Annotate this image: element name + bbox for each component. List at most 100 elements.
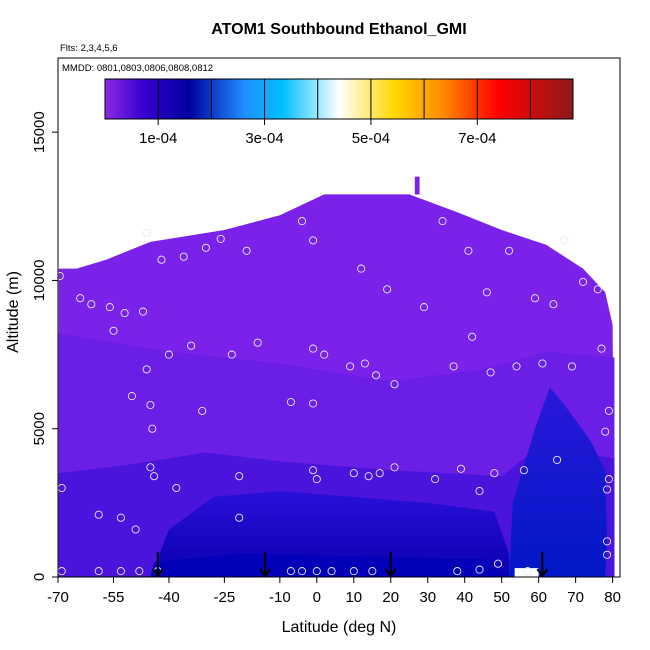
sample-point [131,525,140,534]
concentration-field [58,176,615,577]
sample-point [94,510,103,519]
x-tick-label: 70 [567,589,584,606]
sample-point [603,537,612,546]
sample-point [157,255,166,264]
sample-point [523,567,532,576]
sample-point [553,455,562,464]
mmdd-label: MMDD: 0801,0803,0806,0808,0812 [62,63,213,74]
sample-point [164,350,173,359]
sample-point [593,285,602,294]
sample-point [475,565,484,574]
flight-arrow [259,552,271,578]
sample-point [475,486,484,496]
sample-point [364,472,373,481]
sample-point [201,243,210,252]
y-axis-label: Altitude (m) [5,271,22,353]
sample-point [368,567,377,576]
sample-point [127,392,136,401]
sample-point [601,427,610,436]
flight-arrow [152,552,164,578]
sample-point [76,294,85,303]
x-tick-label: -40 [158,589,180,606]
sample-point [383,285,392,294]
colorbar-tick-label: 1e-04 [139,130,177,147]
sample-point [309,344,318,353]
sample-point [512,362,521,371]
colorbar-tick-label: 7e-04 [458,130,496,147]
field-gap [514,568,539,577]
sample-point [390,380,399,389]
x-tick-label: -10 [269,589,291,606]
colorbar-ticks: 1e-04 3e-04 5e-04 7e-04 [139,119,496,147]
x-tick-label: 10 [345,589,362,606]
x-axis: -70 -55 -40 -25 -10 0 10 20 30 40 50 60 70 80 [47,576,621,606]
sample-point [148,424,157,433]
x-tick-label: 0 [313,589,321,606]
sample-point [505,246,514,255]
colorbar-tick-label: 5e-04 [352,130,390,147]
sample-point [94,567,103,576]
sample-point [172,483,181,493]
sample-point [603,550,612,559]
x-tick-label: 60 [530,589,547,606]
sample-point [286,567,295,576]
x-tick-label: 40 [456,589,473,606]
sample-point [312,567,321,576]
sample-point [309,466,318,475]
sample-point [109,326,118,335]
sample-point [142,365,151,374]
colorbar: 1e-04 3e-04 5e-04 7e-04 [104,78,574,147]
sample-point [567,362,576,371]
flight-arrows [152,552,549,578]
sample-point [150,472,159,481]
sample-point [349,567,358,576]
sample-point [179,252,188,261]
x-tick-label: 30 [419,589,436,606]
sample-point [235,472,244,481]
sample-point [486,368,495,377]
sample-point [116,513,125,522]
sample-point [449,362,458,371]
sample-point [105,303,114,312]
sample-point [453,567,462,576]
sample-point [538,359,547,368]
colorbar-separators [157,79,531,119]
plot-area [55,176,615,578]
sample-point [346,362,355,371]
sample-point [490,469,499,478]
sample-point [578,277,588,286]
y-tick-label: 10000 [31,260,48,302]
sample-point [360,359,369,368]
sample-point [142,228,151,238]
x-tick-label: -70 [47,589,69,606]
y-tick-label: 15000 [31,111,48,153]
sample-point [468,332,477,341]
sample-point [597,344,606,353]
sample-point [482,288,491,297]
sample-points [55,217,613,576]
sample-point [604,475,613,484]
x-tick-label: 20 [382,589,399,606]
sample-point [216,234,225,243]
sample-point [390,463,399,472]
sample-point [198,406,207,415]
sample-point [253,338,262,347]
sample-point [312,475,321,484]
flights-label: Flts: 2,3,4,5,6 [60,43,118,54]
colorbar-gradient [104,78,574,120]
sample-point [530,294,540,303]
x-tick-label: 80 [604,589,621,606]
sample-point [549,300,558,309]
y-tick-label: 5000 [31,412,48,445]
sample-point [464,246,473,255]
flight-arrow [384,552,397,578]
sample-point [138,307,148,316]
sample-point [560,236,569,245]
chart-title: ATOM1 Southbound Ethanol_GMI [211,21,466,38]
y-axis: 0 5000 10000 15000 [31,111,59,581]
sample-point [349,469,358,478]
sample-point [603,485,612,494]
sample-point [297,217,307,226]
sample-point [120,309,129,318]
x-tick-label: -55 [103,589,125,606]
